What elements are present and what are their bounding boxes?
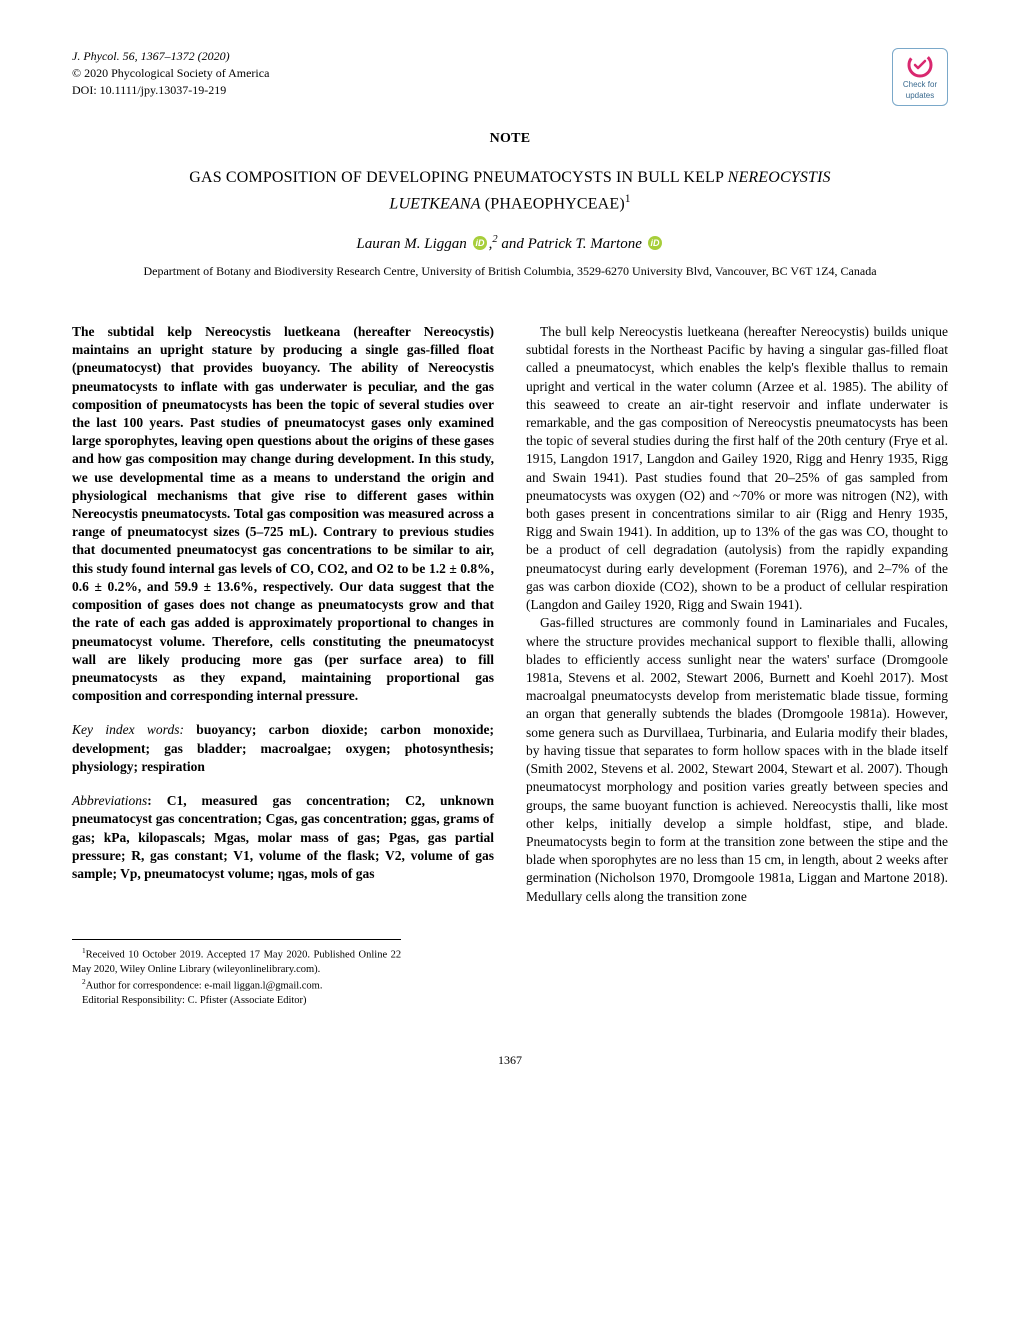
journal-doi: DOI: 10.1111/jpy.13037-19-219	[72, 82, 269, 99]
body-paragraph-2: Gas-filled structures are commonly found…	[526, 614, 948, 906]
title-line2-a: LUETKEANA	[389, 196, 480, 213]
body-paragraph-1: The bull kelp Nereocystis luetkeana (her…	[526, 323, 948, 615]
right-column: The bull kelp Nereocystis luetkeana (her…	[526, 323, 948, 1008]
footnote-1-text: Received 10 October 2019. Accepted 17 Ma…	[72, 950, 401, 975]
svg-text:iD: iD	[650, 238, 660, 248]
check-updates-badge[interactable]: Check for updates	[892, 48, 948, 106]
orcid-icon[interactable]: iD	[473, 236, 487, 250]
author-1: Lauran M. Liggan	[356, 236, 466, 252]
journal-citation: J. Phycol. 56, 1367–1372 (2020)	[72, 48, 269, 65]
two-column-body: The subtidal kelp Nereocystis luetkeana …	[72, 323, 948, 1008]
badge-line2: updates	[906, 91, 934, 102]
svg-text:iD: iD	[475, 238, 485, 248]
journal-copyright: © 2020 Phycological Society of America	[72, 65, 269, 82]
page-number: 1367	[72, 1052, 948, 1068]
badge-line1: Check for	[903, 80, 937, 91]
footnote-2: 2Author for correspondence: e-mail ligga…	[72, 977, 401, 994]
left-column: The subtidal kelp Nereocystis luetkeana …	[72, 323, 494, 1008]
footnote-2-text: Author for correspondence: e-mail liggan…	[86, 981, 323, 992]
title-line2-b: (PHAEOPHYCEAE)	[481, 196, 625, 213]
footnote-3: Editorial Responsibility: C. Pfister (As…	[72, 994, 401, 1008]
check-updates-icon	[907, 52, 933, 78]
author-1-sup: ,2	[489, 236, 498, 252]
journal-meta: J. Phycol. 56, 1367–1372 (2020) © 2020 P…	[72, 48, 269, 98]
article-title-line2: LUETKEANA (PHAEOPHYCEAE)1	[72, 192, 948, 215]
header-row: J. Phycol. 56, 1367–1372 (2020) © 2020 P…	[72, 48, 948, 106]
affiliation: Department of Botany and Biodiversity Re…	[72, 263, 948, 279]
footnotes: 1Received 10 October 2019. Accepted 17 M…	[72, 939, 401, 1008]
title-sup: 1	[625, 193, 631, 205]
key-index-words: Key index words: buoyancy; carbon dioxid…	[72, 721, 494, 776]
abstract: The subtidal kelp Nereocystis luetkeana …	[72, 323, 494, 706]
author-2: and Patrick T. Martone	[501, 236, 642, 252]
keyindex-label: Key index words:	[72, 722, 184, 737]
title-part-a: GAS COMPOSITION OF DEVELOPING PNEUMATOCY…	[189, 169, 727, 186]
footnote-1: 1Received 10 October 2019. Accepted 17 M…	[72, 946, 401, 977]
orcid-icon[interactable]: iD	[648, 236, 662, 250]
title-part-b: NEREOCYSTIS	[728, 169, 831, 186]
note-label: NOTE	[72, 130, 948, 149]
abbrev-label: Abbreviations	[72, 793, 147, 808]
authors: Lauran M. Liggan iD ,2 and Patrick T. Ma…	[72, 233, 948, 254]
article-title-line1: GAS COMPOSITION OF DEVELOPING PNEUMATOCY…	[72, 167, 948, 189]
abbreviations: Abbreviations: C1, measured gas concentr…	[72, 792, 494, 883]
